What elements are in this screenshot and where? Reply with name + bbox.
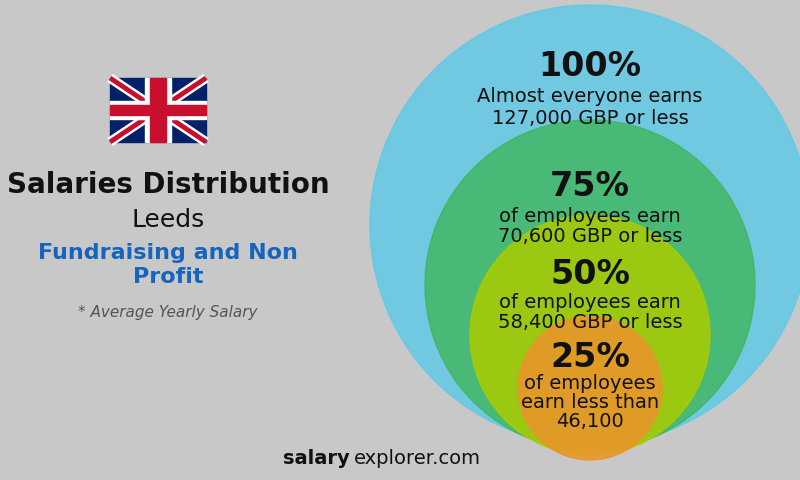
Bar — [110, 78, 206, 142]
Text: * Average Yearly Salary: * Average Yearly Salary — [78, 304, 258, 320]
Text: salary: salary — [283, 448, 350, 468]
Text: of employees: of employees — [524, 374, 656, 393]
Circle shape — [425, 120, 755, 450]
Text: 58,400 GBP or less: 58,400 GBP or less — [498, 313, 682, 333]
Text: 70,600 GBP or less: 70,600 GBP or less — [498, 228, 682, 247]
Text: 127,000 GBP or less: 127,000 GBP or less — [492, 109, 688, 128]
Text: Leeds: Leeds — [131, 208, 205, 232]
Text: 25%: 25% — [550, 341, 630, 374]
Circle shape — [470, 215, 710, 455]
Text: explorer.com: explorer.com — [354, 448, 481, 468]
Text: 46,100: 46,100 — [556, 412, 624, 431]
Text: earn less than: earn less than — [521, 393, 659, 412]
Bar — [110, 101, 206, 119]
Text: 50%: 50% — [550, 259, 630, 291]
Text: of employees earn: of employees earn — [499, 293, 681, 312]
Bar — [145, 78, 171, 142]
Bar — [150, 78, 166, 142]
Text: Salaries Distribution: Salaries Distribution — [6, 171, 330, 199]
Text: 75%: 75% — [550, 169, 630, 203]
Circle shape — [370, 5, 800, 445]
Circle shape — [518, 316, 662, 460]
Text: Fundraising and Non
Profit: Fundraising and Non Profit — [38, 243, 298, 287]
Text: of employees earn: of employees earn — [499, 206, 681, 226]
Text: 100%: 100% — [538, 50, 642, 83]
Bar — [110, 105, 206, 116]
Text: Almost everyone earns: Almost everyone earns — [478, 87, 702, 106]
